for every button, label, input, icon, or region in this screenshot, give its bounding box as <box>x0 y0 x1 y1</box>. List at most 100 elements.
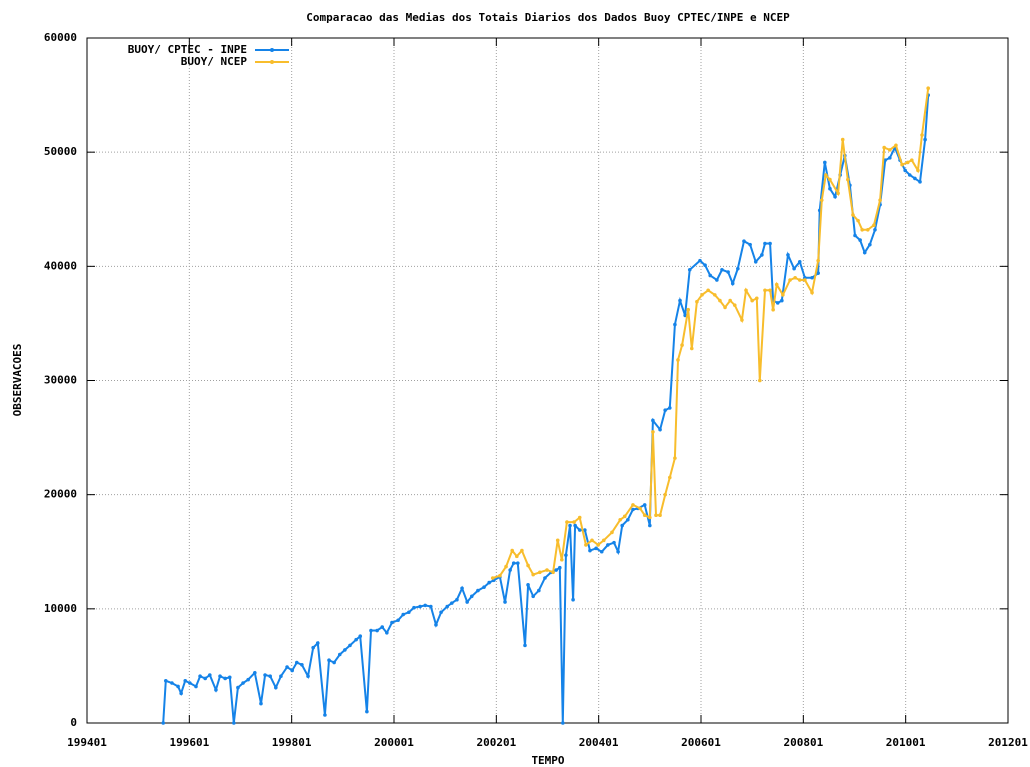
chart-title: Comparacao das Medias dos Totais Diarios… <box>306 11 790 24</box>
point <box>726 270 730 274</box>
point <box>774 282 779 287</box>
point <box>564 553 568 557</box>
y-tick-label: 20000 <box>44 488 77 501</box>
point <box>571 597 575 602</box>
point <box>568 523 572 528</box>
point <box>369 628 373 633</box>
point <box>523 643 527 648</box>
point <box>538 570 542 575</box>
point <box>703 263 707 267</box>
point <box>663 408 667 412</box>
point <box>816 271 820 275</box>
point <box>194 684 198 689</box>
point <box>537 588 541 593</box>
point <box>642 503 647 507</box>
point <box>365 709 369 714</box>
point <box>423 603 428 608</box>
point <box>824 173 828 177</box>
point <box>663 492 667 497</box>
point <box>673 456 677 460</box>
point <box>561 721 565 725</box>
point <box>658 427 662 432</box>
point <box>858 238 862 242</box>
point <box>306 674 310 678</box>
point <box>227 675 232 680</box>
point <box>590 538 594 543</box>
point <box>723 305 727 310</box>
point <box>300 662 304 667</box>
y-axis-label: OBSERVACOES <box>11 344 24 417</box>
point <box>797 278 802 282</box>
point <box>792 266 796 271</box>
line-series <box>492 88 930 579</box>
point <box>700 293 704 297</box>
point <box>780 298 784 303</box>
point <box>450 601 454 605</box>
point <box>883 158 887 162</box>
point <box>720 267 724 272</box>
point <box>775 301 780 305</box>
point <box>504 564 508 569</box>
point <box>758 378 762 383</box>
point <box>771 307 775 312</box>
point <box>732 303 737 307</box>
point <box>274 685 278 690</box>
point <box>810 290 814 295</box>
point <box>208 673 212 677</box>
point <box>910 158 914 162</box>
y-tick-label: 10000 <box>44 602 77 615</box>
point <box>923 137 927 142</box>
point <box>651 430 655 434</box>
point <box>469 594 474 599</box>
point <box>744 288 748 293</box>
point <box>631 503 635 507</box>
point <box>750 298 754 303</box>
point <box>612 540 616 545</box>
x-tick-label: 201001 <box>886 736 926 749</box>
plot-frame <box>86 37 1009 724</box>
point <box>236 685 240 690</box>
point <box>718 298 722 303</box>
legend-marker <box>270 48 274 52</box>
point <box>888 148 892 152</box>
point <box>311 645 315 650</box>
point <box>583 528 587 532</box>
point <box>819 198 824 202</box>
point <box>572 520 576 524</box>
point <box>823 160 827 165</box>
point <box>888 156 892 160</box>
point <box>323 713 327 717</box>
point <box>482 585 486 589</box>
point <box>223 676 227 681</box>
x-axis-label: TEMPO <box>531 754 564 767</box>
point <box>768 241 772 246</box>
point <box>526 583 530 587</box>
point <box>203 676 207 681</box>
x-tick-label: 201201 <box>988 736 1028 749</box>
point <box>290 668 294 673</box>
point <box>354 637 358 642</box>
point <box>642 513 647 518</box>
point <box>588 548 592 553</box>
point <box>551 570 555 575</box>
x-tick-label: 199401 <box>67 736 107 749</box>
point <box>781 293 785 297</box>
point <box>763 288 767 293</box>
point <box>920 133 924 137</box>
point <box>407 610 411 615</box>
point <box>866 228 870 232</box>
point <box>490 576 495 580</box>
point <box>926 86 930 91</box>
point <box>616 549 620 554</box>
point <box>498 573 502 578</box>
point <box>853 233 857 238</box>
point <box>183 678 188 683</box>
point <box>214 688 218 692</box>
point <box>683 313 687 318</box>
point <box>816 258 820 263</box>
point <box>631 507 635 512</box>
point <box>560 557 564 562</box>
point <box>916 168 920 173</box>
point <box>695 299 699 304</box>
point <box>439 610 443 615</box>
